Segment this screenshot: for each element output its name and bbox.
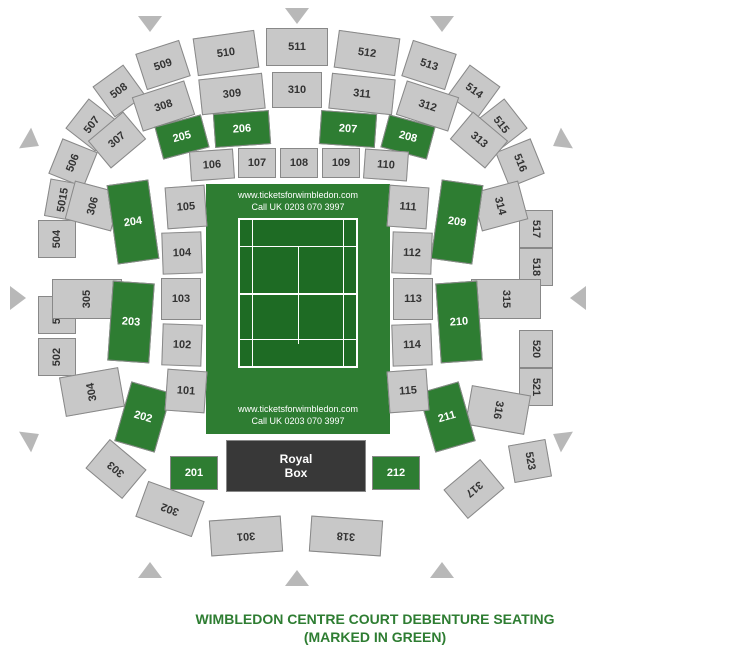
triangle-marker-9 (138, 562, 162, 578)
royal-box-l2: Box (285, 466, 308, 480)
caption-l1: WIMBLEDON CENTRE COURT DEBENTURE SEATING (0, 610, 750, 628)
section-310[interactable]: 310 (272, 72, 322, 108)
triangle-marker-11 (430, 562, 454, 578)
section-108[interactable]: 108 (280, 148, 318, 178)
section-105[interactable]: 105 (165, 185, 208, 230)
section-101[interactable]: 101 (165, 369, 208, 414)
section-115[interactable]: 115 (387, 369, 430, 414)
royal-box[interactable]: Royal Box (226, 440, 366, 492)
court-phone-2: Call UK 0203 070 3997 (206, 416, 390, 426)
section-502[interactable]: 502 (38, 338, 76, 376)
section-113[interactable]: 113 (393, 278, 433, 320)
triangle-marker-10 (285, 570, 309, 586)
section-202[interactable]: 202 (114, 381, 171, 452)
section-512[interactable]: 512 (334, 30, 401, 76)
section-209[interactable]: 209 (431, 179, 484, 264)
court-inner (238, 218, 358, 368)
stadium-map: www.ticketsforwimbledon.com Call UK 0203… (40, 10, 710, 610)
section-114[interactable]: 114 (391, 323, 432, 366)
section-110[interactable]: 110 (363, 149, 409, 182)
triangle-marker-3 (19, 128, 45, 157)
triangle-marker-7 (570, 286, 586, 310)
section-301[interactable]: 301 (209, 516, 283, 557)
section-510[interactable]: 510 (193, 30, 260, 76)
caption-l2: (MARKED IN GREEN) (0, 628, 750, 646)
triangle-marker-6 (547, 128, 573, 157)
section-111[interactable]: 111 (387, 185, 430, 230)
section-210[interactable]: 210 (435, 281, 482, 364)
triangle-marker-8 (547, 424, 573, 453)
section-201[interactable]: 201 (170, 456, 218, 490)
section-523[interactable]: 523 (508, 439, 552, 483)
section-212[interactable]: 212 (372, 456, 420, 490)
court-phone-1: Call UK 0203 070 3997 (206, 202, 390, 212)
section-311[interactable]: 311 (328, 73, 395, 115)
section-102[interactable]: 102 (161, 323, 202, 366)
section-318[interactable]: 318 (309, 516, 383, 557)
court-url-2: www.ticketsforwimbledon.com (206, 404, 390, 414)
court-url-1: www.ticketsforwimbledon.com (206, 190, 390, 200)
section-112[interactable]: 112 (391, 231, 432, 274)
section-303[interactable]: 303 (85, 439, 146, 499)
triangle-marker-5 (19, 424, 45, 453)
section-315[interactable]: 315 (471, 279, 541, 319)
caption: WIMBLEDON CENTRE COURT DEBENTURE SEATING… (0, 610, 750, 646)
triangle-marker-1 (285, 8, 309, 24)
section-511[interactable]: 511 (266, 28, 328, 66)
section-206[interactable]: 206 (213, 110, 271, 148)
section-106[interactable]: 106 (189, 149, 235, 182)
section-520[interactable]: 520 (519, 330, 553, 368)
section-504[interactable]: 504 (38, 220, 76, 258)
triangle-marker-2 (430, 16, 454, 32)
section-103[interactable]: 103 (161, 278, 201, 320)
section-317[interactable]: 317 (443, 459, 504, 519)
royal-box-l1: Royal (280, 452, 313, 466)
section-309[interactable]: 309 (198, 73, 265, 115)
section-204[interactable]: 204 (107, 179, 160, 264)
section-207[interactable]: 207 (319, 110, 377, 148)
section-109[interactable]: 109 (322, 148, 360, 178)
section-104[interactable]: 104 (161, 231, 202, 274)
section-203[interactable]: 203 (107, 281, 154, 364)
triangle-marker-0 (138, 16, 162, 32)
triangle-marker-4 (10, 286, 26, 310)
section-107[interactable]: 107 (238, 148, 276, 178)
